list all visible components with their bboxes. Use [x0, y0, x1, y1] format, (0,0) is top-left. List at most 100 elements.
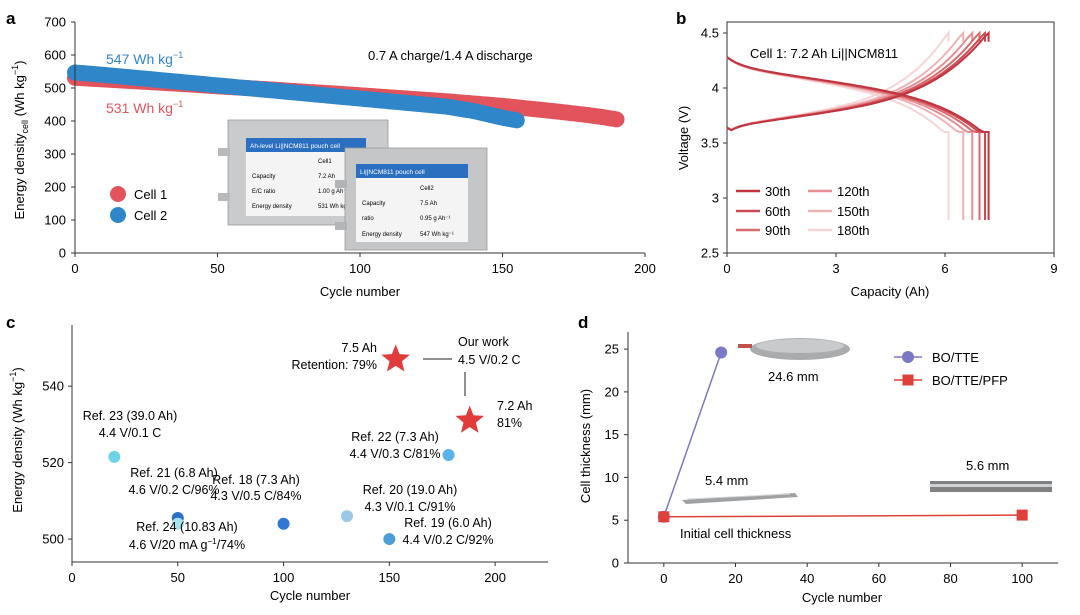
y-tick-label-a: 300: [44, 147, 66, 162]
y-tick-label-a: 600: [44, 48, 66, 63]
marker-BO/TTE/PFP: [658, 511, 670, 523]
ref-point: [341, 510, 354, 523]
inset1-row-3-label: Energy density: [252, 204, 292, 210]
inset2-title: Li||NCM811 pouch cell: [360, 169, 425, 176]
y-tick-label-d: 0: [612, 556, 619, 571]
panel-b-frame: [726, 21, 1055, 254]
panel-b-curves: [726, 30, 990, 220]
panel-a-grid-ticks: 0 50 100 150 200 0 100 200 300 400 500 600 700: [44, 15, 656, 277]
cell1-point: [608, 111, 625, 128]
x-tick-label-a: 50: [210, 261, 224, 276]
y-tick-label-a: 400: [44, 114, 66, 129]
line-BO/TTE: [663, 352, 722, 518]
panel-c-points: [108, 344, 484, 546]
panel-label-c: c: [6, 313, 15, 332]
y-tick-label-b: 4.5: [701, 26, 719, 41]
y-tick-label-b: 3: [712, 191, 719, 206]
panel-d-series: [657, 346, 1028, 523]
y-tick-label-a: 700: [44, 15, 66, 30]
inset2-row-3-label: Energy density: [362, 232, 402, 238]
legend-label-60th: 60th: [765, 204, 790, 219]
discharge-curve-30th: [726, 56, 990, 220]
label-ref24-line1: Ref. 24 (10.83 Ah): [136, 520, 237, 534]
y-tick-label-b: 4: [712, 81, 719, 96]
label-ref23-line2: 4.4 V/0.1 C: [99, 426, 162, 440]
panel-a-legend: Cell 1 Cell 2: [110, 186, 167, 223]
y-tick-label-a: 500: [44, 81, 66, 96]
y-tick-label-d: 5: [612, 513, 619, 528]
inset1-row-3-value: 531 Wh kg⁻¹: [318, 204, 352, 210]
y-tick-label-d: 15: [605, 427, 619, 442]
panel-d-photo-flat-cell: [682, 493, 798, 504]
annotation-5-4mm: 5.4 mm: [705, 473, 748, 488]
legend-label-150th: 150th: [837, 204, 870, 219]
marker-BO/TTE: [715, 346, 728, 359]
panel-a-y-label: Energy densitycell (Wh kg−1): [10, 61, 30, 220]
panel-a-condition: 0.7 A charge/1.4 A discharge: [368, 48, 533, 63]
line-BO/TTE/PFP: [663, 514, 1023, 518]
legend-label-cell1: Cell 1: [134, 187, 167, 202]
panel-b-title: Cell 1: 7.2 Ah Li||NCM811: [750, 46, 898, 61]
panel-b-ticks: 0 3 6 9 2.5 3 3.5 4 4.5: [701, 26, 1058, 277]
panel-label-d: d: [578, 313, 588, 332]
panel-b: b 0 3 6 9 2.5 3 3.5 4 4.5 Cell 1: 7.2 Ah Li||NCM…: [676, 9, 1058, 299]
inset1-row-2-label: E/C ratio: [252, 189, 276, 195]
x-tick-label-d: 100: [1011, 571, 1033, 586]
label-ref19-line1: Ref. 19 (6.0 Ah): [404, 516, 492, 530]
inset2-row-2-value: 0.95 g Ah⁻¹: [420, 216, 451, 222]
ref-point: [277, 517, 290, 530]
x-tick-label-d: 0: [660, 571, 667, 586]
label-ref18-line1: Ref. 18 (7.3 Ah): [212, 473, 300, 487]
legend-marker-bo-tte-pfp: [902, 374, 914, 386]
panel-d-x-label: Cycle number: [802, 590, 883, 605]
marker-BO/TTE/PFP: [1016, 509, 1028, 521]
panel-b-y-label: Voltage (V): [676, 106, 691, 170]
legend-label-bo-tte: BO/TTE: [932, 350, 979, 365]
label-ref22-line2: 4.4 V/0.3 C/81%: [349, 447, 440, 461]
panel-c-ticks: 0 50 100 150 200 500 520 540: [42, 379, 506, 585]
panel-a-annotation-cell2: 547 Wh kg−1: [106, 50, 183, 67]
inset2-rows: Cell2 Capacity 7.5 Ah ratio 0.95 g Ah⁻¹ …: [362, 186, 454, 238]
label-ref20-line1: Ref. 20 (19.0 Ah): [363, 483, 458, 497]
label-star1-line1: 7.5 Ah: [342, 341, 377, 355]
y-tick-label-c: 520: [42, 455, 64, 470]
label-ref22-line1: Ref. 22 (7.3 Ah): [351, 430, 439, 444]
x-tick-label-c: 0: [68, 570, 75, 585]
x-tick-label-b: 3: [832, 261, 839, 276]
x-tick-label-d: 60: [872, 571, 886, 586]
panel-label-b: b: [676, 9, 686, 28]
y-tick-label-c: 500: [42, 532, 64, 547]
x-tick-label-a: 200: [634, 261, 656, 276]
legend-label-90th: 90th: [765, 223, 790, 238]
label-star1-line2: Retention: 79%: [292, 358, 377, 372]
y-tick-label-d: 10: [605, 470, 619, 485]
label-star2-line1: 7.2 Ah: [497, 399, 532, 413]
x-tick-label-b: 9: [1050, 261, 1057, 276]
panel-a-inset-photo-cell2: Li||NCM811 pouch cell Cell2 Capacity 7.5…: [335, 147, 488, 251]
panel-b-legend: 30th 60th 90th 120th 150th 180th: [736, 184, 870, 238]
x-tick-label-b: 0: [723, 261, 730, 276]
annotation-initial-thickness: Initial cell thickness: [680, 526, 792, 541]
panel-c-x-label: Cycle number: [270, 588, 351, 603]
x-tick-label-c: 150: [378, 570, 400, 585]
inset1-rows: Cell1 Capacity 7.2 Ah E/C ratio 1.00 g A…: [252, 159, 352, 210]
legend-marker-bo-tte: [902, 351, 914, 363]
ref-point: [383, 533, 396, 546]
y-tick-label-a: 0: [59, 246, 66, 261]
y-tick-label-a: 200: [44, 180, 66, 195]
x-tick-label-d: 40: [800, 571, 814, 586]
x-tick-label-c: 50: [171, 570, 185, 585]
x-tick-label-a: 0: [71, 261, 78, 276]
panel-c: c 0 50 100 150 200 500 520 540 Ref. 23 (39.0 Ah…: [6, 313, 548, 603]
y-tick-label-d: 20: [605, 384, 619, 399]
panel-a-annotation-cell1: 531 Wh kg−1: [106, 99, 183, 116]
panel-d-photo-swollen-cell: [738, 338, 850, 360]
legend-marker-cell1: [110, 186, 126, 202]
panel-d-y-label: Cell thickness (mm): [578, 389, 593, 503]
y-tick-label-c: 540: [42, 379, 64, 394]
label-ref24-line2: 4.6 V/20 mA g−1/74%: [129, 537, 245, 552]
ref-point: [171, 517, 184, 530]
label-ref18-line2: 4.3 V/0.5 C/84%: [210, 489, 301, 503]
x-tick-label-d: 80: [943, 571, 957, 586]
